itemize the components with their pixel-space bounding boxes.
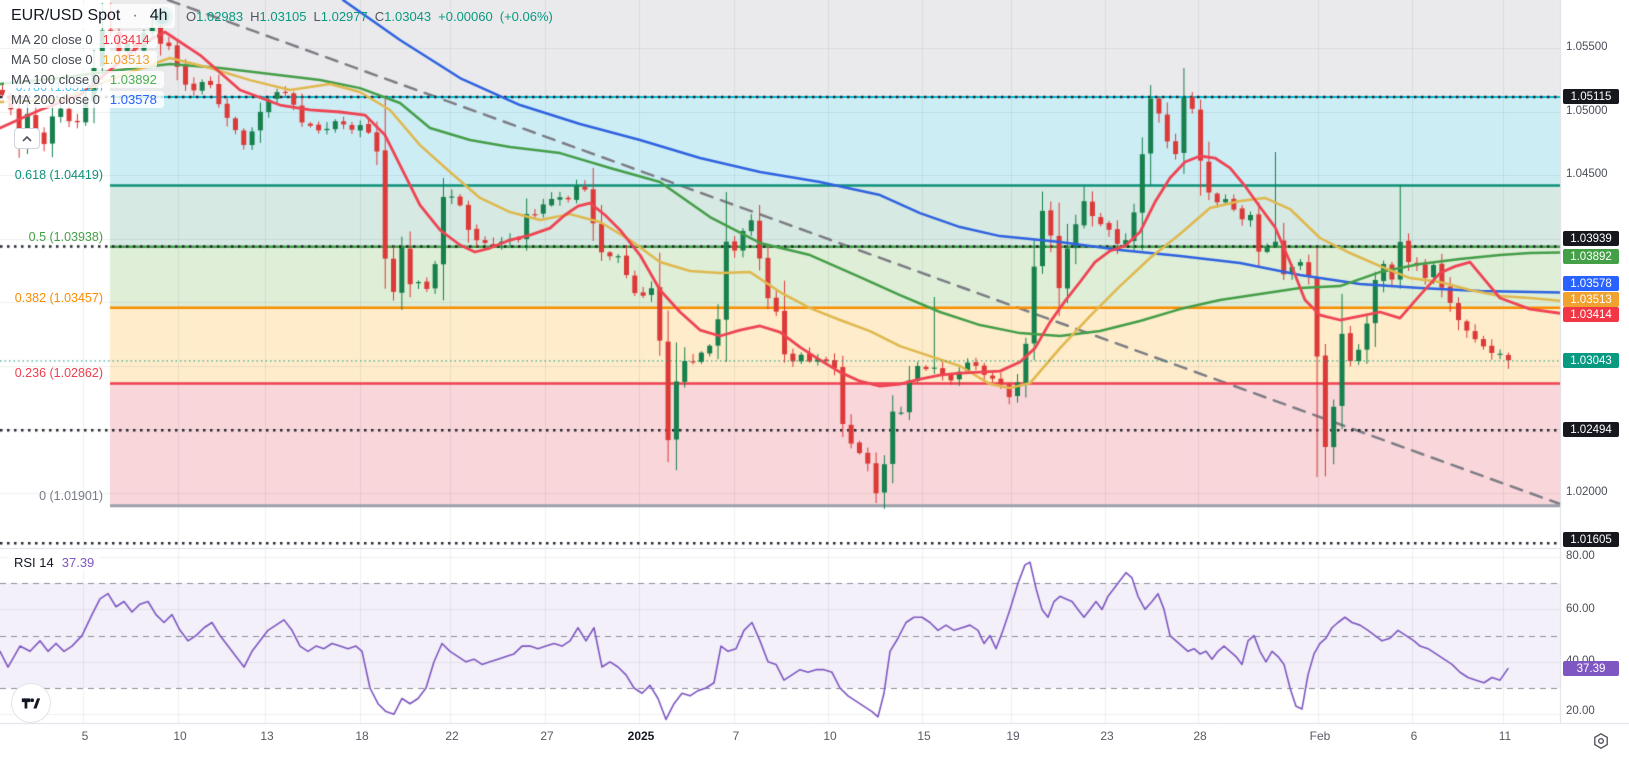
fib-level-label[interactable]: 0.618 (1.04419) xyxy=(14,168,103,183)
rsi-indicator-name[interactable]: RSI 14 xyxy=(14,555,54,570)
time-axis-label: 27 xyxy=(540,729,554,743)
price-axis-badge: 37.39 xyxy=(1563,661,1619,676)
time-axis-label: 23 xyxy=(1100,729,1114,743)
ma-label: MA 20 close 0 xyxy=(11,32,93,47)
ma-legend-row[interactable]: MA 50 close 0 1.03513 xyxy=(4,51,157,68)
open-value: 1.02983 xyxy=(196,9,244,24)
price-axis-label: 60.00 xyxy=(1566,603,1595,615)
title-separator: · xyxy=(132,7,138,24)
tradingview-logo[interactable] xyxy=(11,683,51,723)
low-label: L xyxy=(313,9,321,24)
price-axis-badge: 1.03414 xyxy=(1563,307,1619,322)
price-axis-badge: 1.05115 xyxy=(1563,89,1619,104)
open-label: O xyxy=(186,9,197,24)
ma-label: MA 50 close 0 xyxy=(11,52,93,67)
price-axis-badge: 1.03043 xyxy=(1563,353,1619,368)
symbol-name[interactable]: EUR/USD Spot xyxy=(11,7,121,24)
chart-legend: EUR/USD Spot · 4h MA 20 close 0 1.03414 MA… xyxy=(4,4,175,111)
price-axis-badge: 1.02494 xyxy=(1563,422,1619,437)
time-axis-label: 28 xyxy=(1193,729,1207,743)
price-axis-label: 1.02000 xyxy=(1566,486,1608,498)
time-axis-label: 5 xyxy=(81,729,89,743)
time-axis-label: 7 xyxy=(732,729,740,743)
price-axis-badge: 1.03513 xyxy=(1563,292,1619,307)
fib-level-label[interactable]: 0 (1.01901) xyxy=(39,488,103,503)
rsi-value: 37.39 xyxy=(61,555,95,570)
time-axis-label: 10 xyxy=(173,729,187,743)
time-axis-label: 19 xyxy=(1006,729,1020,743)
ma-legend-row[interactable]: MA 20 close 0 1.03414 xyxy=(4,31,157,48)
fib-level-label[interactable]: 0.382 (1.03457) xyxy=(14,290,103,305)
price-axis-badge: 1.03578 xyxy=(1563,276,1619,291)
ma-label: MA 200 close 0 xyxy=(11,92,100,107)
ma-legend-row[interactable]: MA 200 close 0 1.03578 xyxy=(4,91,164,108)
change-value: +0.00060 xyxy=(438,9,493,24)
ma-value: 1.03892 xyxy=(109,72,157,87)
time-axis-label: 11 xyxy=(1498,729,1512,743)
tradingview-logo-icon xyxy=(21,698,41,709)
time-axis-label: 22 xyxy=(445,729,459,743)
timezone-settings-gear-icon[interactable] xyxy=(1592,732,1610,750)
price-axis-label: 80.00 xyxy=(1566,550,1595,562)
price-axis-label: 1.04500 xyxy=(1566,168,1608,180)
high-label: H xyxy=(250,9,260,24)
fib-level-label[interactable]: 0.5 (1.03938) xyxy=(28,229,103,244)
change-percent: (+0.06%) xyxy=(499,9,553,24)
rsi-legend-row[interactable]: RSI 14 37.39 xyxy=(8,554,101,571)
price-axis-label: 1.05000 xyxy=(1566,105,1608,117)
time-axis-label: 10 xyxy=(823,729,837,743)
time-axis-label: 15 xyxy=(917,729,931,743)
ma-value: 1.03513 xyxy=(102,52,150,67)
time-axis-label: 2025 xyxy=(627,729,655,743)
price-axis-label: 20.00 xyxy=(1566,705,1595,717)
interval-label[interactable]: 4h xyxy=(149,7,168,24)
ma-value: 1.03414 xyxy=(102,32,150,47)
time-axis-label: 6 xyxy=(1410,729,1418,743)
ma-label: MA 100 close 0 xyxy=(11,72,100,87)
time-axis-label: 18 xyxy=(355,729,369,743)
close-value: 1.03043 xyxy=(384,9,432,24)
chevron-up-icon xyxy=(22,135,32,142)
ma-value: 1.03578 xyxy=(109,92,157,107)
low-value: 1.02977 xyxy=(320,9,368,24)
time-axis-label: Feb xyxy=(1309,729,1331,743)
close-label: C xyxy=(374,9,385,24)
time-axis-label: 13 xyxy=(260,729,274,743)
legend-collapse-button[interactable] xyxy=(14,128,40,149)
symbol-title-row[interactable]: EUR/USD Spot · 4h xyxy=(4,4,175,28)
price-axis-badge: 1.01605 xyxy=(1563,532,1619,547)
price-axis-badge: 1.03892 xyxy=(1563,249,1619,264)
ohlc-readout: O1.02983 H1.03105 L1.02977 C1.03043 +0.00060… xyxy=(186,9,560,24)
price-axis-label: 1.05500 xyxy=(1566,41,1608,53)
high-value: 1.03105 xyxy=(259,9,307,24)
ma-legend-row[interactable]: MA 100 close 0 1.03892 xyxy=(4,71,164,88)
price-axis-badge: 1.03939 xyxy=(1563,231,1619,246)
ma-legend-rows: MA 20 close 0 1.03414 MA 50 close 0 1.03513… xyxy=(4,31,175,108)
fib-level-label[interactable]: 0.236 (1.02862) xyxy=(14,366,103,381)
